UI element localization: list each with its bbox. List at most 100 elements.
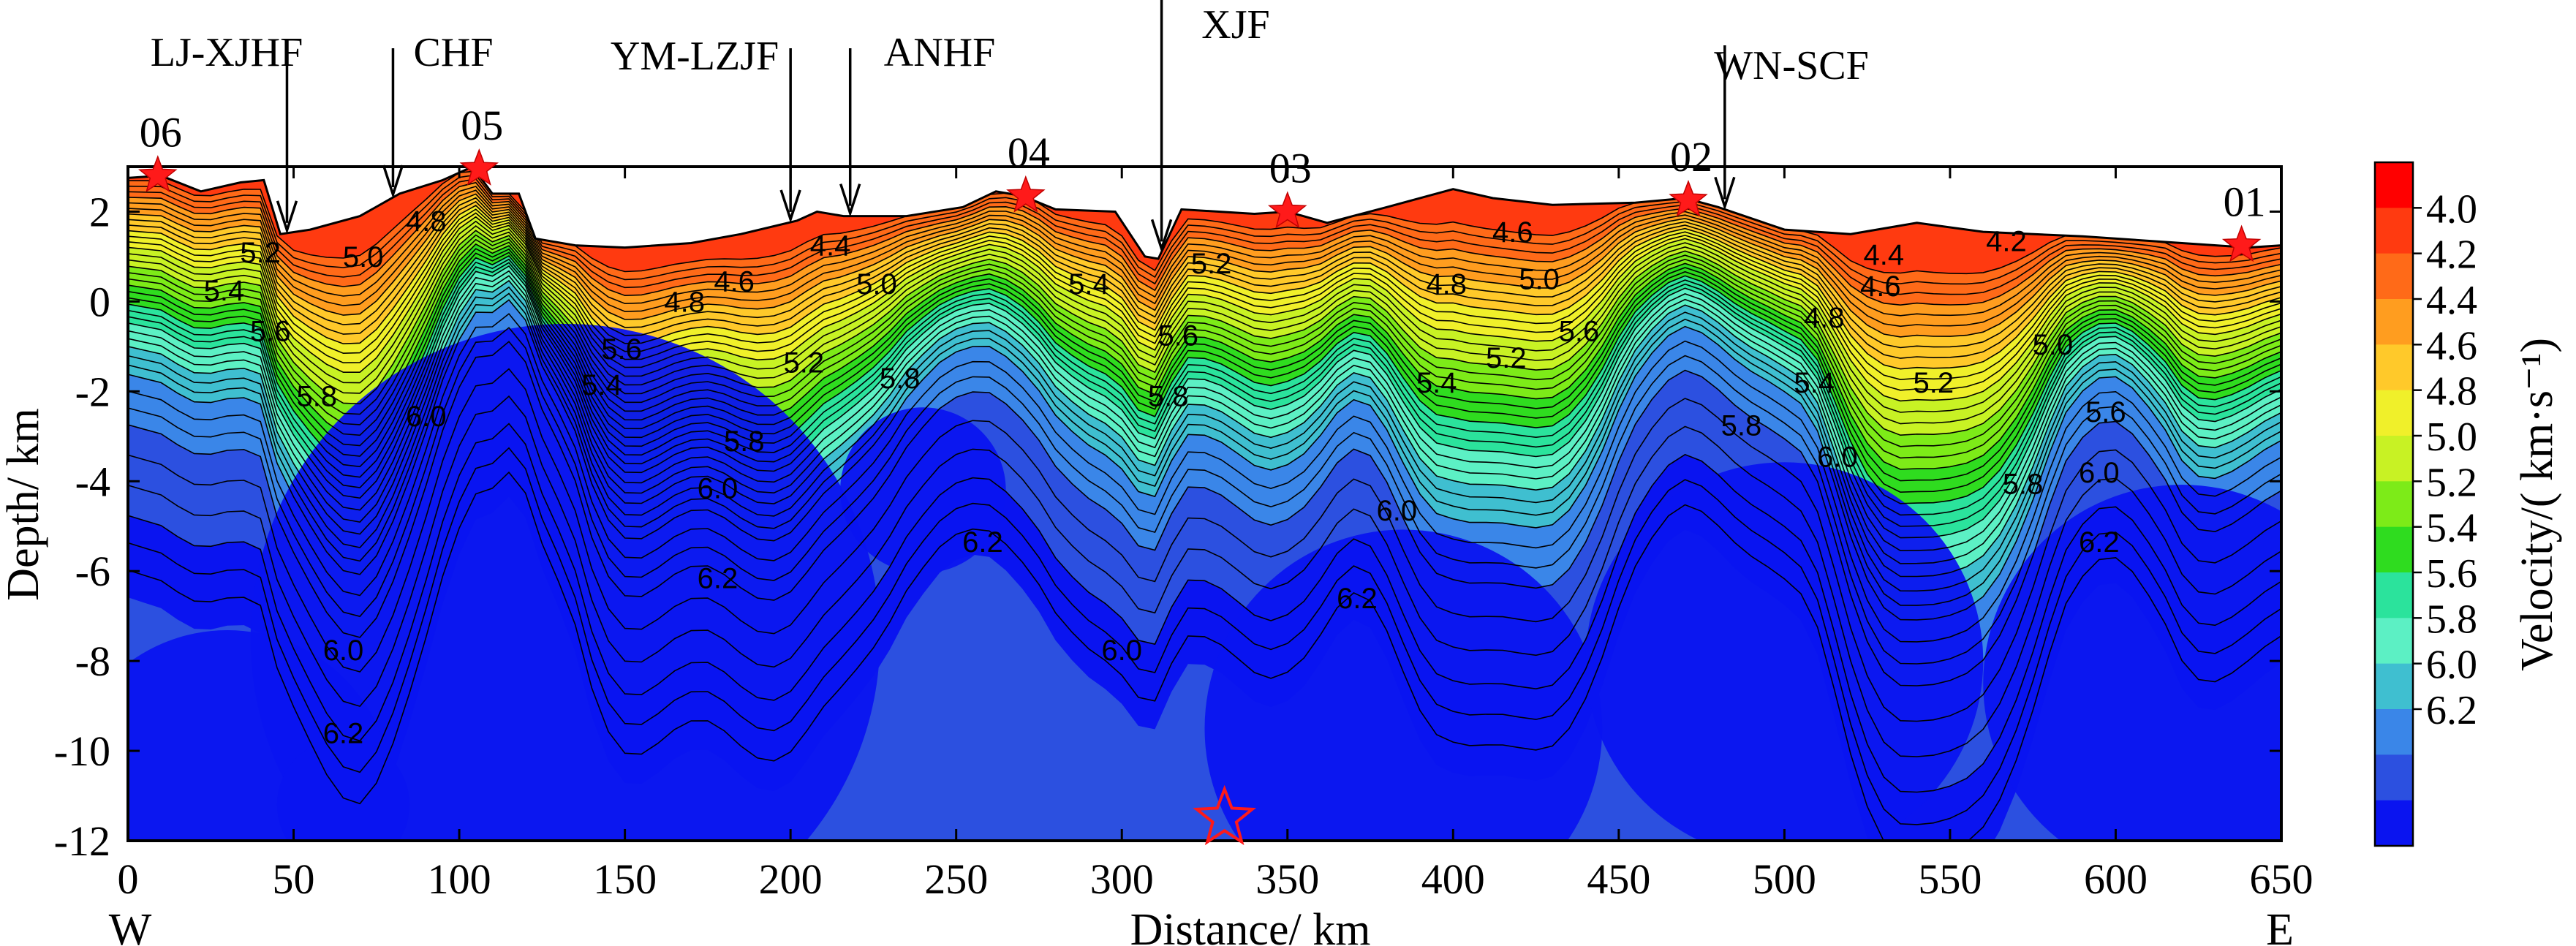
fault-label: XJF [1201, 2, 1269, 48]
station-label: 03 [1269, 144, 1312, 192]
colorbar-swatch [2375, 299, 2413, 345]
x-tick-label: 250 [924, 855, 988, 903]
y-tick-label: 0 [89, 278, 110, 325]
contour-line [128, 423, 2281, 793]
y-tick-label: -4 [75, 458, 110, 505]
contour-label: 6.0 [1376, 495, 1417, 527]
x-tick-label: 200 [759, 855, 823, 903]
contour-line [128, 262, 2281, 527]
fault-label: CHF [414, 30, 494, 75]
y-axis: 2 0 -2 -4 -6 -8 -10 -12 [54, 188, 2281, 865]
contour-lines [128, 170, 2281, 841]
contour-label: 5.8 [1148, 380, 1189, 412]
contour-label: 6.0 [406, 401, 447, 433]
contour-label: 5.6 [1559, 315, 1600, 347]
contour-line [128, 292, 2281, 606]
contour-line [128, 243, 2281, 470]
contour-label: 4.4 [1864, 239, 1905, 271]
fault-label: LJ-XJHF [151, 30, 303, 75]
contour-label: 6.2 [323, 717, 364, 749]
station-star [459, 148, 499, 186]
colorbar-tick-label: 5.0 [2426, 415, 2477, 460]
contour-line [128, 181, 2281, 306]
contour-label: 5.8 [880, 363, 921, 395]
station-star [137, 155, 178, 193]
x-tick-label: 600 [2084, 855, 2148, 903]
contour-line [128, 327, 2281, 665]
contour-label: 6.0 [1817, 441, 1858, 473]
contour-label: 6.2 [962, 526, 1003, 559]
east-label: E [2266, 905, 2294, 946]
colorbar-frame [2373, 161, 2414, 847]
contour-label: 5.4 [1794, 367, 1835, 399]
station-star [1267, 191, 1307, 229]
x-tick-label: 50 [273, 855, 315, 903]
contour-line [128, 205, 2281, 370]
contour-label: 5.8 [296, 380, 337, 412]
high-velocity-body [1983, 485, 2281, 841]
x-tick-label: 350 [1255, 855, 1319, 903]
colorbar-swatch [2375, 253, 2413, 300]
x-tick-label: 550 [1918, 855, 1982, 903]
contour-label: 5.4 [581, 369, 622, 401]
colorbar-swatch [2375, 618, 2413, 665]
contour-line [128, 186, 2281, 317]
colorbar: 4.04.24.44.64.85.05.25.45.65.86.06.2 [2373, 161, 2477, 847]
contour-label: 4.8 [1426, 268, 1467, 300]
contour-line [128, 212, 2281, 391]
colorbar-swatch [2375, 800, 2413, 847]
contour-label: 4.6 [1492, 216, 1533, 249]
y-tick-label: -2 [75, 368, 110, 415]
colorbar-title: Velocity/( km·s⁻¹) [2512, 338, 2562, 671]
x-tick-label: 150 [593, 855, 657, 903]
station-label: 04 [1008, 129, 1050, 176]
contour-line [128, 197, 2281, 349]
contour-line [128, 234, 2281, 447]
velocity-band [128, 171, 2281, 306]
contour-line [128, 279, 2281, 578]
contour-label: 4.6 [714, 266, 755, 298]
velocity-band [128, 194, 2281, 369]
contour-line [128, 216, 2281, 402]
contour-line [128, 238, 2281, 459]
contour-line [128, 299, 2281, 621]
station-star [1006, 175, 1046, 213]
x-tick-label: 500 [1753, 855, 1816, 903]
x-tick-label: 100 [428, 855, 491, 903]
colorbar-tick-label: 6.2 [2426, 688, 2477, 733]
x-tick-label: 400 [1421, 855, 1485, 903]
contour-label: 5.2 [1486, 342, 1527, 374]
fault-arrow-head [839, 183, 861, 218]
contour-line [128, 220, 2281, 413]
colorbar-swatch [2375, 344, 2413, 391]
station-label: 05 [461, 102, 503, 149]
colorbar-tick-label: 4.0 [2426, 186, 2477, 232]
colorbar-swatch [2375, 162, 2413, 208]
contour-label: 6.2 [1337, 583, 1378, 615]
contour-line [128, 224, 2281, 425]
hypocenter-star [1193, 784, 1257, 846]
contour-label: 5.2 [783, 347, 824, 379]
contour-label: 4.8 [664, 286, 705, 318]
plot-frame [126, 165, 2283, 842]
colorbar-swatch [2375, 572, 2413, 618]
hypocenter-marker [1193, 784, 1257, 846]
contour-line [128, 341, 2281, 686]
station-markers: 06 05 04 03 02 01 [137, 102, 2266, 262]
velocity-band [128, 182, 2281, 337]
fault-arrow-head [276, 200, 298, 235]
colorbar-tick-label: 4.6 [2426, 323, 2477, 368]
station-star [2221, 224, 2262, 262]
contour-line [128, 254, 2281, 504]
contour-line [128, 286, 2281, 592]
y-tick-label: -10 [54, 727, 110, 775]
colorbar-swatch [2375, 390, 2413, 436]
y-tick-label: -6 [75, 548, 110, 595]
colorbar-swatch [2375, 663, 2413, 710]
x-tick-label: 450 [1587, 855, 1650, 903]
contour-line [128, 258, 2281, 516]
y-tick-label: -12 [54, 817, 110, 865]
colorbar-tick-label: 4.4 [2426, 278, 2477, 323]
high-velocity-body [1585, 462, 1984, 841]
station-label: 01 [2224, 178, 2266, 226]
